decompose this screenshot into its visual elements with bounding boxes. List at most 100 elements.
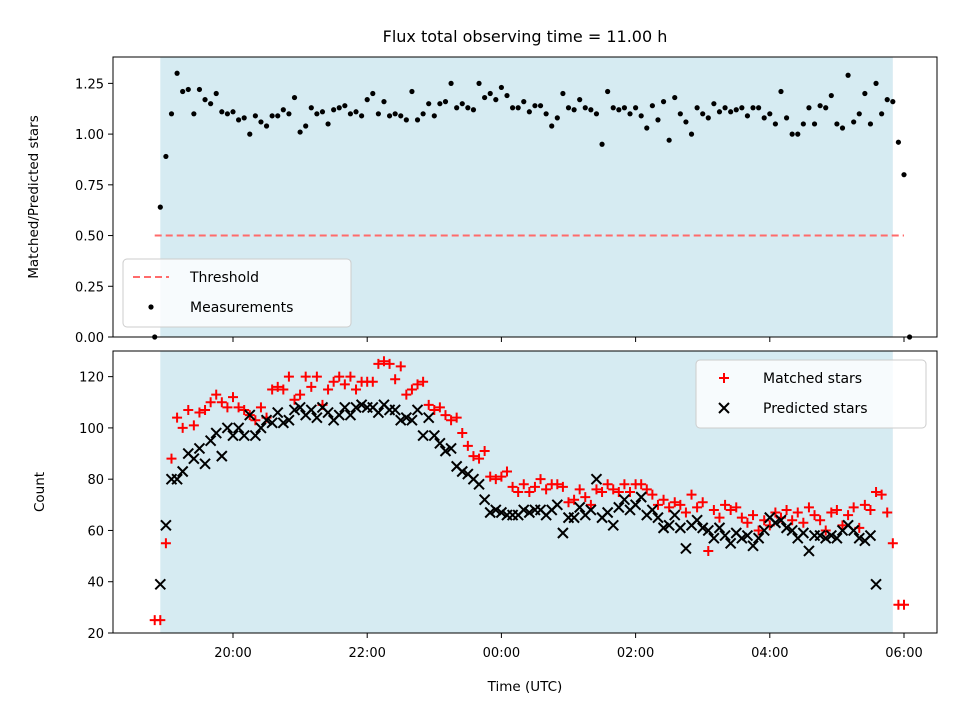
data-point (518, 479, 529, 490)
data-point (557, 481, 568, 492)
data-point (386, 113, 393, 119)
data-point (267, 384, 278, 395)
data-point (629, 499, 642, 511)
data-point (370, 90, 376, 97)
data-point (255, 402, 266, 413)
data-point (228, 392, 238, 403)
data-point (252, 113, 258, 119)
data-point (205, 397, 216, 408)
data-point (445, 442, 457, 455)
data-point (728, 109, 734, 115)
data-point (350, 401, 362, 414)
data-point (568, 511, 580, 524)
data-point (761, 115, 767, 121)
y-axis-label: Matched/Predicted stars (26, 115, 42, 278)
data-point (406, 414, 418, 426)
y-tick-label: 20 (87, 627, 104, 642)
data-point (336, 105, 342, 111)
data-point (160, 538, 171, 549)
series-predicted-stars (154, 399, 882, 590)
data-point (800, 121, 806, 127)
data-point (739, 105, 745, 111)
data-point (487, 90, 493, 97)
data-point (196, 86, 203, 93)
data-point (655, 117, 661, 123)
data-point (871, 487, 882, 497)
data-point (557, 527, 569, 539)
data-point (364, 97, 370, 103)
data-point (825, 529, 838, 542)
y-tick-label: 0.50 (75, 230, 104, 245)
data-point (694, 105, 700, 111)
data-point (660, 99, 667, 105)
data-point (239, 404, 250, 415)
data-point (266, 417, 278, 429)
data-point (260, 414, 273, 426)
data-point (565, 105, 572, 111)
data-point (434, 402, 445, 413)
data-point (258, 119, 264, 125)
data-point (157, 204, 163, 210)
data-point (200, 404, 211, 415)
data-point (677, 111, 683, 117)
data-point (741, 529, 754, 542)
data-point (646, 504, 659, 516)
data-point (347, 111, 354, 117)
data-point (462, 440, 473, 451)
data-point (725, 504, 736, 515)
data-point (627, 111, 633, 117)
data-point (834, 121, 840, 127)
data-point (658, 494, 669, 505)
data-point (406, 384, 417, 395)
data-point (722, 105, 728, 111)
data-point (219, 109, 225, 115)
chart-title: Flux total observing time = 11.00 h (383, 27, 668, 46)
data-point (323, 384, 334, 395)
data-point (884, 97, 890, 103)
data-point (692, 502, 703, 513)
data-point (351, 384, 362, 395)
data-point (378, 356, 389, 367)
data-point (535, 474, 546, 485)
data-point (574, 484, 585, 495)
data-point (756, 105, 762, 111)
data-point (815, 515, 826, 526)
data-point (278, 384, 289, 395)
data-point (688, 131, 695, 137)
data-point (748, 510, 759, 521)
data-point (504, 92, 510, 99)
data-point (867, 121, 874, 127)
data-point (440, 410, 451, 421)
data-point (202, 97, 208, 103)
data-point (221, 422, 234, 434)
data-point (826, 507, 837, 518)
data-point (523, 506, 536, 519)
data-point (389, 404, 401, 416)
data-point (513, 487, 524, 497)
data-point (599, 141, 605, 147)
data-point (255, 422, 267, 434)
data-point (870, 578, 882, 590)
data-point (552, 479, 563, 490)
data-point (174, 70, 180, 76)
y-tick-label: 0.75 (75, 179, 104, 194)
data-point (322, 406, 334, 419)
data-point (222, 402, 233, 413)
data-point (227, 429, 239, 442)
data-point (887, 538, 898, 549)
data-point (247, 131, 253, 137)
data-point (390, 374, 401, 385)
data-point (277, 417, 290, 429)
data-point (272, 406, 284, 419)
data-point (669, 497, 680, 508)
data-point (848, 502, 859, 513)
data-point (769, 517, 782, 529)
data-point (526, 109, 532, 115)
data-point (752, 532, 765, 544)
data-point (775, 514, 787, 526)
data-point (837, 520, 848, 531)
data-point (515, 105, 521, 111)
data-point (395, 361, 406, 372)
data-point (865, 504, 876, 515)
axes-frame (112, 56, 938, 338)
